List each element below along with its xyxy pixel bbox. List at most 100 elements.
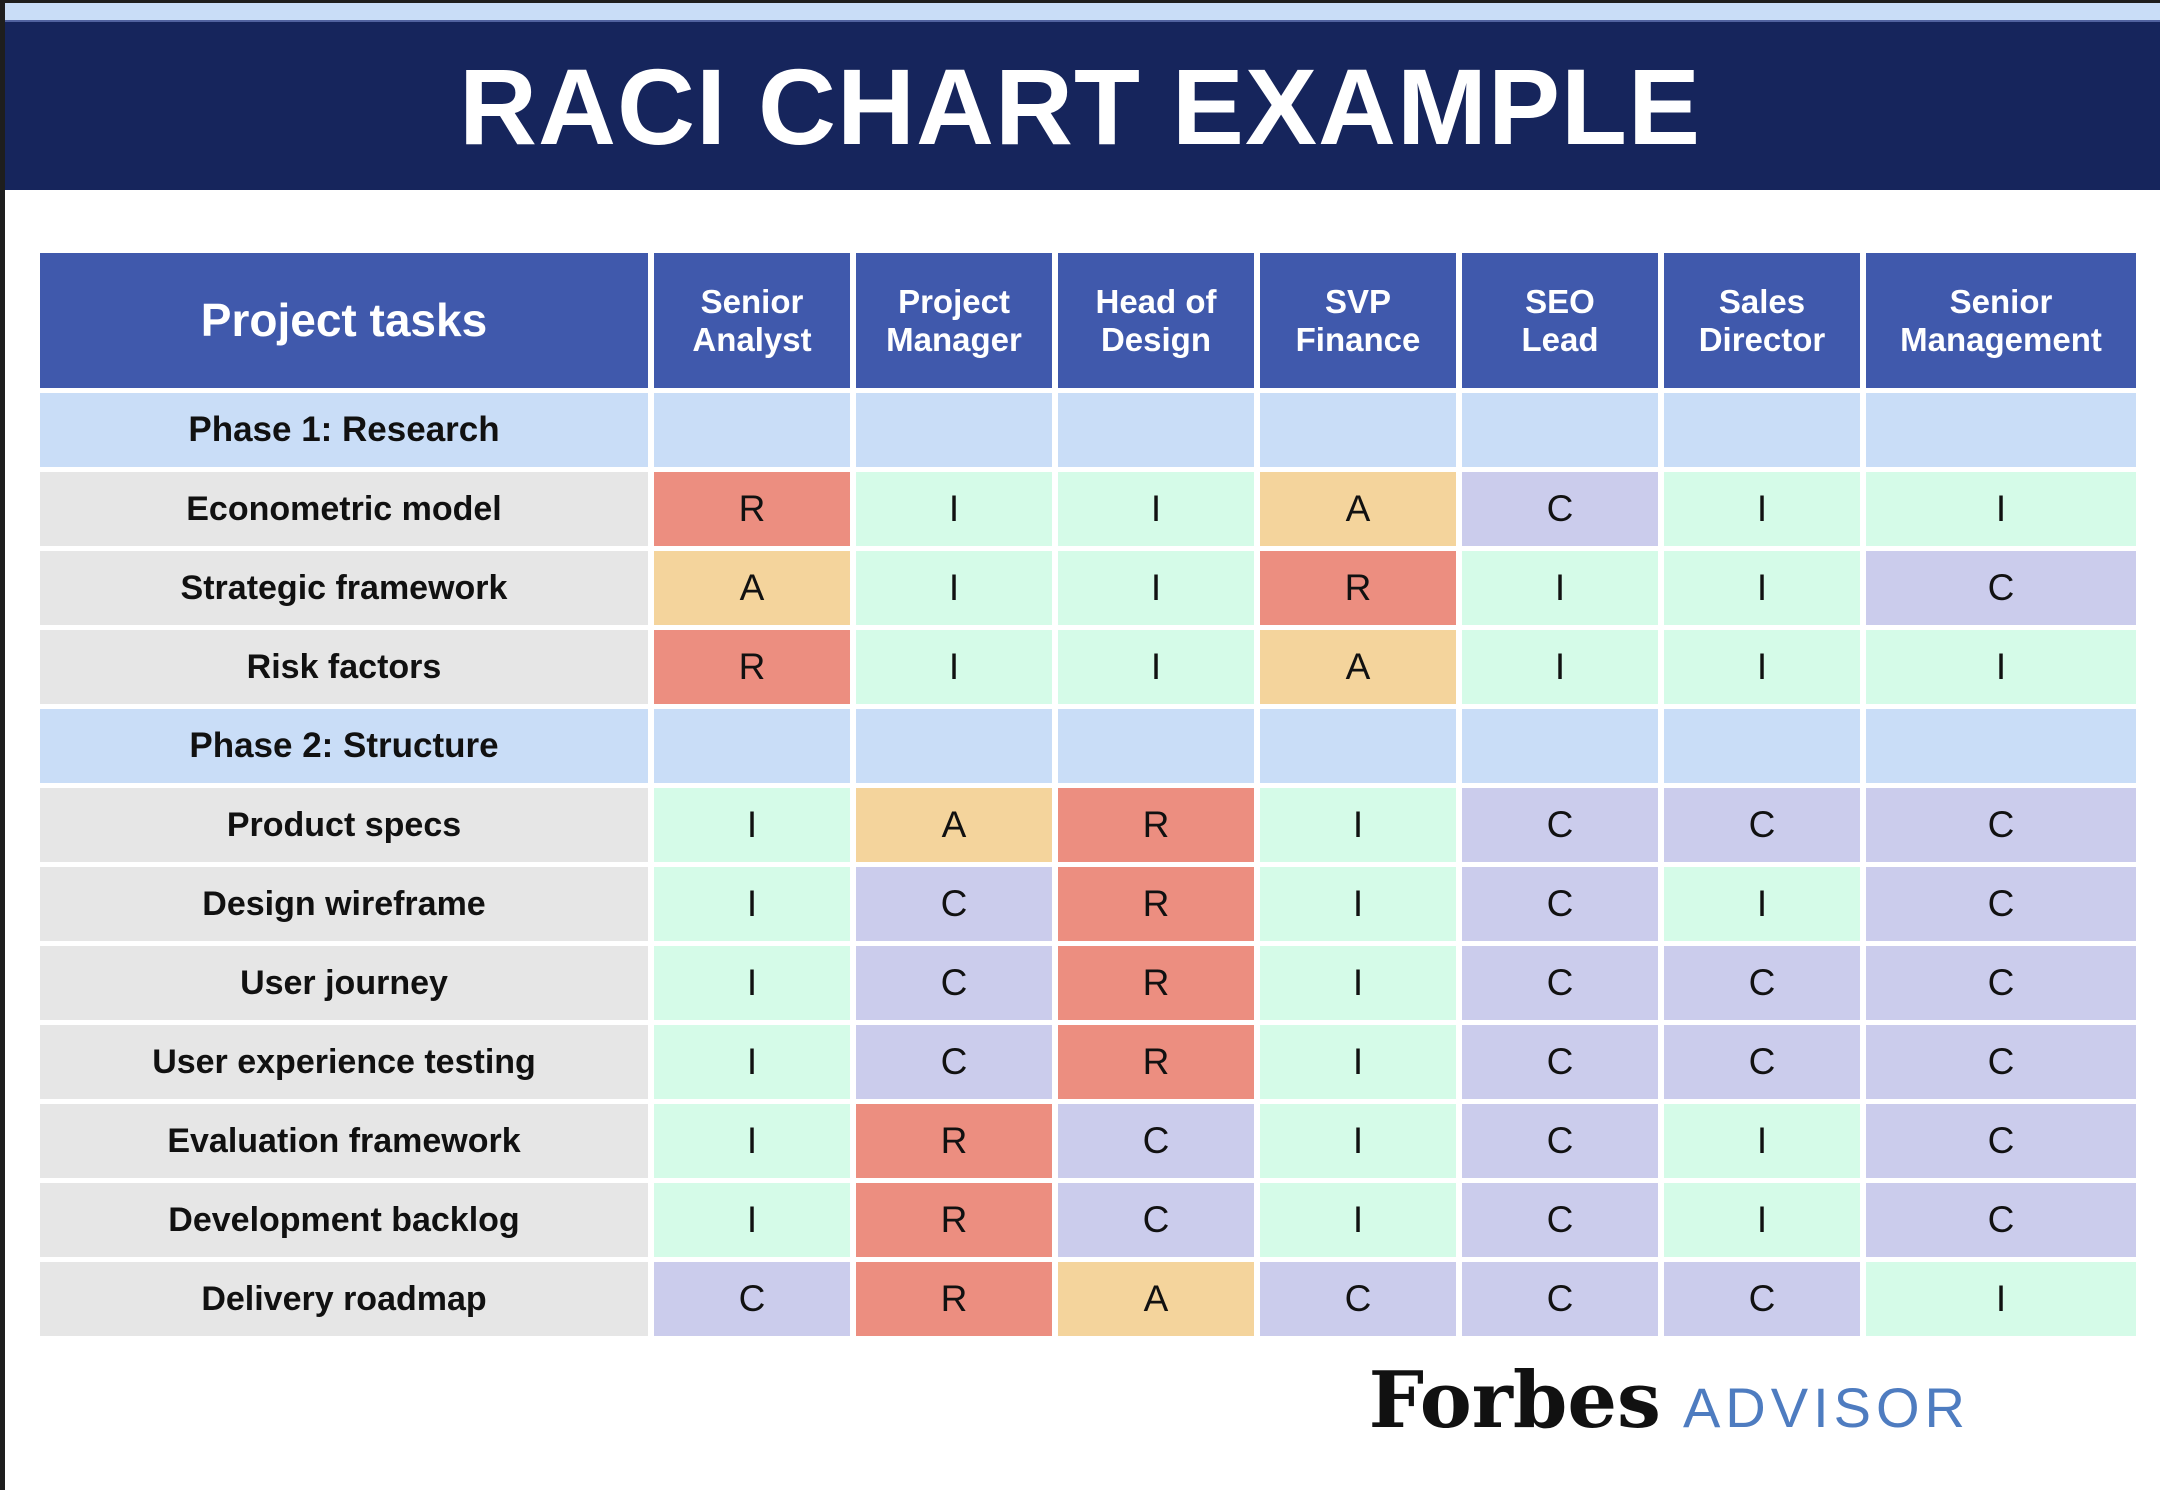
- task-row-label: Econometric model: [40, 472, 648, 546]
- top-accent-strip: [0, 3, 2160, 20]
- column-header-role: SVP Finance: [1260, 253, 1456, 388]
- task-row-label: Development backlog: [40, 1183, 648, 1257]
- column-header-role: Senior Management: [1866, 253, 2136, 388]
- task-row-label: Strategic framework: [40, 551, 648, 625]
- raci-cell: I: [1664, 867, 1860, 941]
- page-title: RACI CHART EXAMPLE: [458, 45, 1702, 167]
- raci-cell: C: [1462, 867, 1658, 941]
- advisor-wordmark: ADVISOR: [1682, 1376, 1970, 1439]
- phase-row-cell: [1664, 709, 1860, 783]
- raci-cell: R: [856, 1262, 1052, 1336]
- raci-cell: A: [1260, 472, 1456, 546]
- phase-row-cell: [1866, 709, 2136, 783]
- raci-cell: I: [1260, 867, 1456, 941]
- raci-cell: C: [1462, 1104, 1658, 1178]
- raci-cell: I: [1462, 630, 1658, 704]
- raci-cell: C: [1462, 1183, 1658, 1257]
- raci-cell: I: [856, 551, 1052, 625]
- raci-cell: C: [1664, 788, 1860, 862]
- raci-cell: R: [654, 472, 850, 546]
- phase-row-cell: [1866, 393, 2136, 467]
- raci-cell: I: [654, 788, 850, 862]
- raci-cell: I: [1664, 551, 1860, 625]
- raci-cell: R: [856, 1183, 1052, 1257]
- title-banner: RACI CHART EXAMPLE: [0, 20, 2160, 190]
- raci-cell: I: [856, 630, 1052, 704]
- raci-cell: C: [1866, 946, 2136, 1020]
- screenshot-left-border: [0, 0, 5, 1490]
- raci-cell: I: [1058, 551, 1254, 625]
- raci-cell: A: [1058, 1262, 1254, 1336]
- task-row-label: Evaluation framework: [40, 1104, 648, 1178]
- raci-cell: R: [1058, 788, 1254, 862]
- raci-cell: I: [654, 1104, 850, 1178]
- forbes-advisor-logo: Forbes ADVISOR: [1369, 1355, 1970, 1446]
- raci-cell: C: [1462, 1262, 1658, 1336]
- raci-cell: A: [654, 551, 850, 625]
- raci-cell: C: [1664, 1025, 1860, 1099]
- raci-cell: C: [1462, 472, 1658, 546]
- column-header-role: Senior Analyst: [654, 253, 850, 388]
- raci-cell: I: [1664, 1104, 1860, 1178]
- raci-cell: C: [1866, 551, 2136, 625]
- raci-cell: A: [856, 788, 1052, 862]
- raci-cell: R: [654, 630, 850, 704]
- raci-cell: I: [654, 1025, 850, 1099]
- raci-cell: I: [654, 867, 850, 941]
- column-header-role: Head of Design: [1058, 253, 1254, 388]
- raci-cell: C: [856, 867, 1052, 941]
- task-row-label: Risk factors: [40, 630, 648, 704]
- screenshot-top-border: [0, 0, 2160, 3]
- raci-cell: C: [1462, 1025, 1658, 1099]
- raci-cell: I: [1260, 1183, 1456, 1257]
- raci-cell: I: [1866, 630, 2136, 704]
- task-row-label: User journey: [40, 946, 648, 1020]
- raci-cell: C: [1462, 946, 1658, 1020]
- raci-cell: R: [1058, 946, 1254, 1020]
- raci-cell: C: [1260, 1262, 1456, 1336]
- raci-cell: I: [1664, 630, 1860, 704]
- task-row-label: Delivery roadmap: [40, 1262, 648, 1336]
- raci-cell: R: [1260, 551, 1456, 625]
- raci-cell: I: [1260, 1025, 1456, 1099]
- raci-cell: C: [1058, 1104, 1254, 1178]
- raci-cell: I: [654, 1183, 850, 1257]
- task-row-label: Design wireframe: [40, 867, 648, 941]
- phase-row-cell: [1664, 393, 1860, 467]
- raci-cell: R: [1058, 867, 1254, 941]
- column-header-role: Sales Director: [1664, 253, 1860, 388]
- raci-cell: I: [1260, 788, 1456, 862]
- raci-cell: I: [1462, 551, 1658, 625]
- raci-cell: A: [1260, 630, 1456, 704]
- task-row-label: Product specs: [40, 788, 648, 862]
- raci-cell: I: [1664, 472, 1860, 546]
- raci-cell: C: [1664, 946, 1860, 1020]
- raci-cell: C: [856, 1025, 1052, 1099]
- raci-cell: C: [654, 1262, 850, 1336]
- phase-row-cell: [1260, 709, 1456, 783]
- phase-row-label: Phase 1: Research: [40, 393, 648, 467]
- phase-row-cell: [856, 709, 1052, 783]
- phase-row-cell: [1058, 393, 1254, 467]
- raci-cell: C: [1866, 1104, 2136, 1178]
- raci-cell: I: [1866, 1262, 2136, 1336]
- column-header-project-tasks: Project tasks: [40, 253, 648, 388]
- phase-row-cell: [1058, 709, 1254, 783]
- phase-row-cell: [1462, 709, 1658, 783]
- raci-cell: I: [1260, 946, 1456, 1020]
- raci-cell: C: [856, 946, 1052, 1020]
- column-header-role: Project Manager: [856, 253, 1052, 388]
- raci-cell: I: [654, 946, 850, 1020]
- phase-row-cell: [1462, 393, 1658, 467]
- raci-cell: C: [1462, 788, 1658, 862]
- forbes-wordmark: Forbes: [1368, 1355, 1661, 1446]
- task-row-label: User experience testing: [40, 1025, 648, 1099]
- raci-cell: I: [1260, 1104, 1456, 1178]
- raci-cell: I: [1664, 1183, 1860, 1257]
- raci-cell: C: [1058, 1183, 1254, 1257]
- raci-cell: C: [1866, 1183, 2136, 1257]
- column-header-role: SEO Lead: [1462, 253, 1658, 388]
- raci-cell: I: [1866, 472, 2136, 546]
- phase-row-cell: [654, 709, 850, 783]
- raci-cell: C: [1866, 867, 2136, 941]
